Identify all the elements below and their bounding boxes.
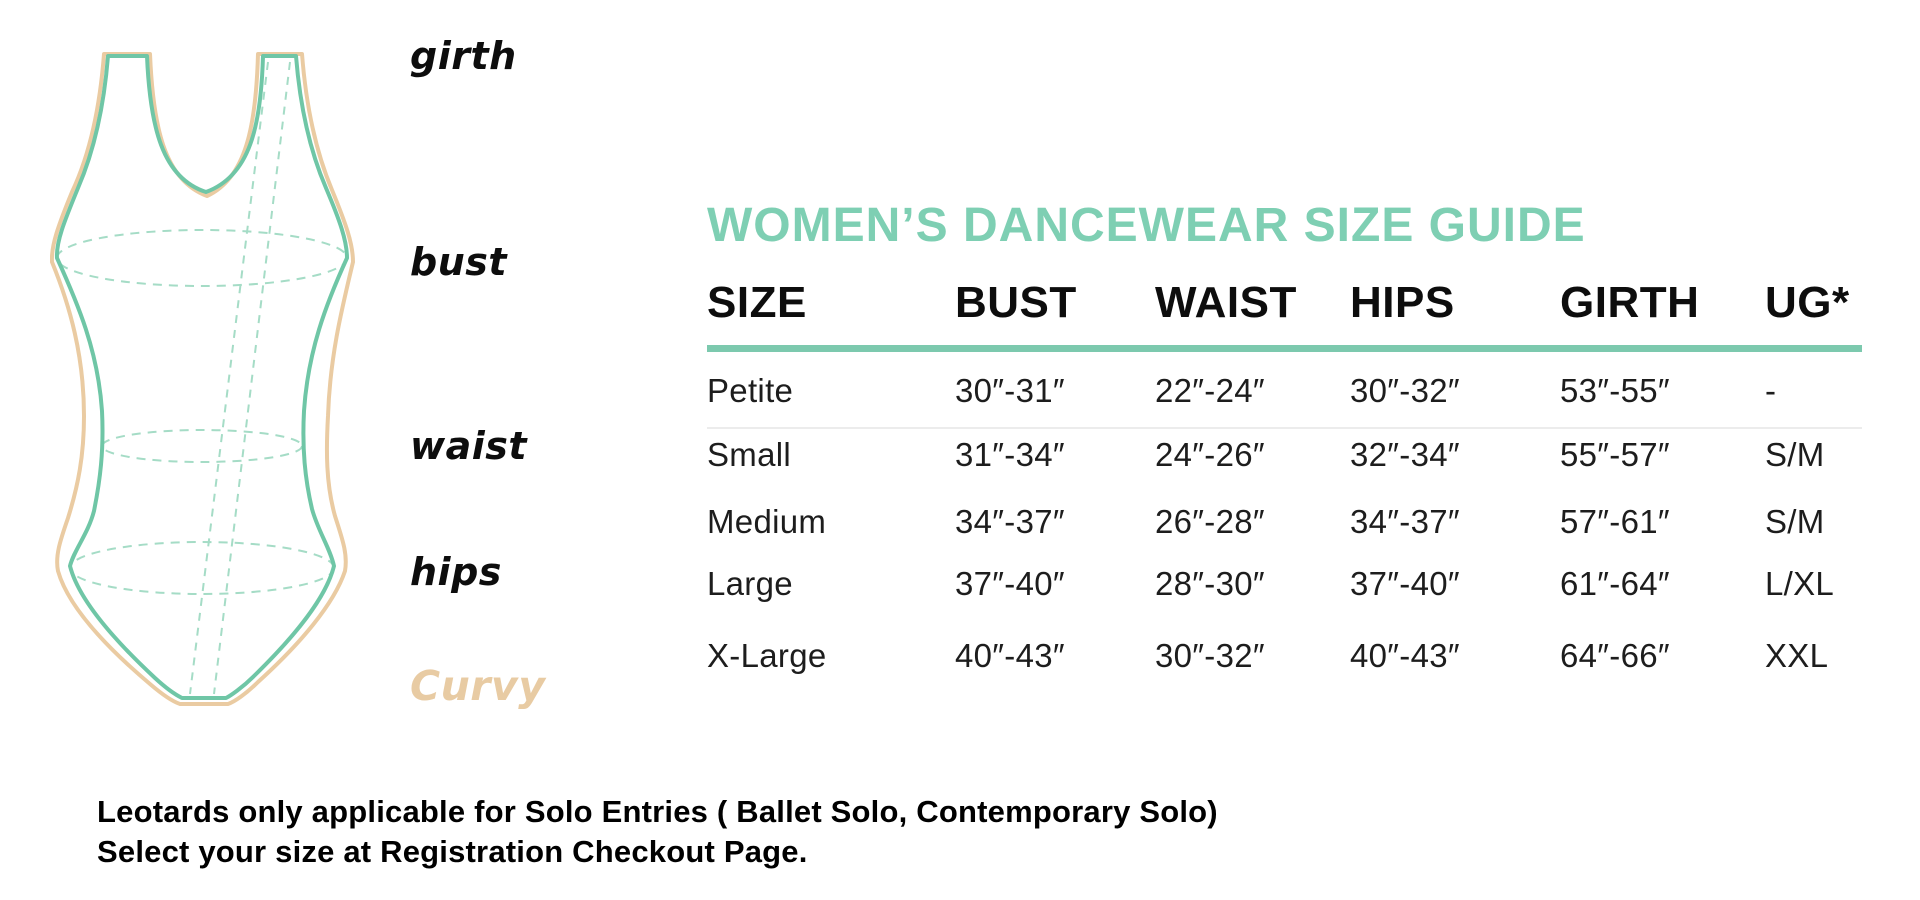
table-row: Small 31″-34″ 24″-26″ 32″-34″ 55″-57″ S/…: [707, 436, 1875, 474]
measurement-label-hips: hips: [410, 550, 502, 594]
bust-cell: 31″-34″: [955, 436, 1065, 473]
measurement-label-girth: girth: [410, 34, 517, 78]
table-row: Large 37″-40″ 28″-30″ 37″-40″ 61″-64″ L/…: [707, 565, 1875, 603]
measurement-label-bust: bust: [410, 240, 508, 284]
hips-guide-ellipse: [69, 541, 335, 595]
column-header-size: SIZE: [707, 278, 807, 327]
girth-cell: 53″-55″: [1560, 372, 1670, 409]
bust-cell: 40″-43″: [955, 637, 1065, 674]
girth-cell: 57″-61″: [1560, 503, 1670, 540]
ug-cell: -: [1765, 372, 1777, 409]
ug-cell: L/XL: [1765, 565, 1835, 602]
waist-cell: 22″-24″: [1155, 372, 1265, 409]
size-cell: Small: [707, 436, 792, 473]
column-header-bust: BUST: [955, 278, 1077, 327]
hips-cell: 30″-32″: [1350, 372, 1460, 409]
waist-cell: 28″-30″: [1155, 565, 1265, 602]
bust-cell: 34″-37″: [955, 503, 1065, 540]
ug-cell: XXL: [1765, 637, 1829, 674]
bust-guide-ellipse: [56, 229, 348, 287]
table-row: X-Large 40″-43″ 30″-32″ 40″-43″ 64″-66″ …: [707, 637, 1875, 675]
column-header-ug: UG*: [1765, 278, 1850, 327]
variant-label-curvy: Curvy: [410, 662, 546, 710]
girth-cell: 64″-66″: [1560, 637, 1670, 674]
bust-cell: 30″-31″: [955, 372, 1065, 409]
column-header-hips: HIPS: [1350, 278, 1455, 327]
row-divider: [707, 427, 1862, 429]
column-header-waist: WAIST: [1155, 278, 1297, 327]
header-divider-rule: [707, 345, 1862, 352]
size-cell: Large: [707, 565, 793, 602]
waist-cell: 24″-26″: [1155, 436, 1265, 473]
size-cell: Medium: [707, 503, 827, 540]
girth-guide-line: [189, 61, 269, 695]
table-row: Petite 30″-31″ 22″-24″ 30″-32″ 53″-55″ -: [707, 372, 1875, 410]
ug-cell: S/M: [1765, 436, 1825, 473]
footer-note: Leotards only applicable for Solo Entrie…: [97, 792, 1218, 872]
hips-cell: 34″-37″: [1350, 503, 1460, 540]
curvy-outline: [50, 52, 355, 706]
footer-note-line-2: Select your size at Registration Checkou…: [97, 834, 808, 869]
hips-cell: 37″-40″: [1350, 565, 1460, 602]
waist-guide-ellipse: [101, 429, 303, 463]
girth-cell: 55″-57″: [1560, 436, 1670, 473]
table-row: Medium 34″-37″ 26″-28″ 34″-37″ 57″-61″ S…: [707, 503, 1875, 541]
column-header-girth: GIRTH: [1560, 278, 1700, 327]
size-cell: X-Large: [707, 637, 827, 674]
measurement-label-waist: waist: [410, 424, 528, 468]
ug-cell: S/M: [1765, 503, 1825, 540]
waist-cell: 26″-28″: [1155, 503, 1265, 540]
size-guide-title: WOMEN’S DANCEWEAR SIZE GUIDE: [707, 199, 1586, 252]
footer-note-line-1: Leotards only applicable for Solo Entrie…: [97, 794, 1218, 829]
girth-cell: 61″-64″: [1560, 565, 1670, 602]
table-header-row: SIZE BUST WAIST HIPS GIRTH UG*: [707, 278, 1875, 328]
bust-cell: 37″-40″: [955, 565, 1065, 602]
leotard-diagram: [50, 52, 355, 706]
girth-guide-line: [213, 61, 291, 695]
leotard-outline: [54, 54, 349, 700]
hips-cell: 32″-34″: [1350, 436, 1460, 473]
hips-cell: 40″-43″: [1350, 637, 1460, 674]
waist-cell: 30″-32″: [1155, 637, 1265, 674]
size-cell: Petite: [707, 372, 794, 409]
